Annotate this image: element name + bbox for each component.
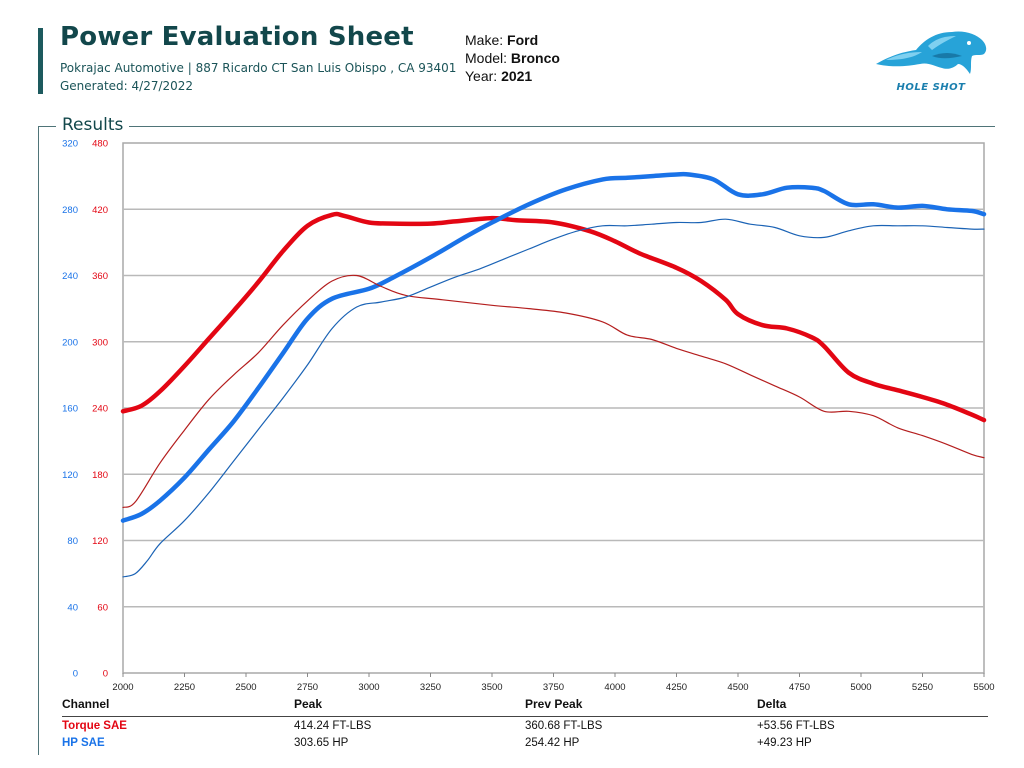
hp-axis-tick-label: 120	[62, 470, 78, 481]
torque-previous-line	[122, 274, 985, 508]
x-axis-tick-label: 4000	[604, 682, 625, 693]
vehicle-model-row: Model: Bronco	[465, 49, 560, 67]
vehicle-year-row: Year: 2021	[465, 67, 560, 85]
channel-hp: HP SAE	[62, 737, 105, 749]
torque-axis-tick-label: 120	[92, 536, 108, 547]
col-header-delta: Delta	[757, 697, 787, 711]
x-axis-tick-label: 2000	[112, 682, 133, 693]
generated-date: Generated: 4/27/2022	[60, 79, 194, 93]
x-axis-tick-label: 2250	[174, 682, 195, 693]
torque-prev-peak: 360.68 FT-LBS	[525, 720, 603, 732]
results-label: Results	[56, 115, 130, 135]
x-axis-tick-label: 5000	[850, 682, 871, 693]
results-frame	[38, 126, 995, 755]
x-axis-tick-label: 4750	[789, 682, 810, 693]
page-title: Power Evaluation Sheet	[60, 22, 414, 52]
hp-previous-line	[122, 218, 985, 578]
table-header-row: Channel Peak Prev Peak Delta	[62, 697, 988, 713]
hp-current-line	[120, 171, 987, 523]
logo-text: HOLE SHOT	[896, 82, 966, 93]
hp-axis-tick-label: 280	[62, 205, 78, 216]
shop-address: Pokrajac Automotive | 887 Ricardo CT San…	[60, 61, 457, 75]
x-axis-tick-label: 3750	[543, 682, 564, 693]
col-header-peak: Peak	[294, 697, 323, 711]
torque-peak: 414.24 FT-LBS	[294, 720, 372, 732]
torque-delta: +53.56 FT-LBS	[757, 720, 835, 732]
torque-axis-tick-label: 180	[92, 470, 108, 481]
horse-head-icon	[876, 31, 987, 74]
hp-prev-peak: 254.42 HP	[525, 737, 580, 749]
torque-current-line	[120, 211, 987, 423]
torque-axis-tick-label: 240	[92, 404, 108, 415]
model-label: Model:	[465, 50, 508, 66]
year-value: 2021	[501, 68, 533, 84]
x-axis-tick-label: 2500	[235, 682, 256, 693]
x-axis-tick-label: 5250	[912, 682, 933, 693]
model-value: Bronco	[510, 50, 560, 66]
x-axis-tick-label: 3000	[358, 682, 379, 693]
hp-delta: +49.23 HP	[757, 737, 812, 749]
make-value: Ford	[507, 32, 539, 48]
header-accent-bar	[38, 28, 43, 94]
hp-axis-tick-label: 0	[73, 669, 78, 680]
power-chart: 0 0 40 60 80 120 120 180 160 240 200 300 240 360 280 42…	[62, 139, 994, 694]
table-row: Torque SAE 414.24 FT-LBS 360.68 FT-LBS +…	[62, 720, 988, 736]
year-label: Year:	[465, 68, 498, 84]
torque-axis-tick-label: 480	[92, 139, 108, 150]
x-axis-tick-label: 4250	[666, 682, 687, 693]
make-label: Make:	[465, 32, 504, 48]
torque-axis-tick-label: 360	[92, 271, 108, 282]
x-axis-tick-label: 5500	[973, 682, 994, 693]
hp-axis-tick-label: 160	[62, 404, 78, 415]
channel-torque: Torque SAE	[62, 720, 127, 732]
hp-axis-tick-label: 200	[62, 337, 78, 348]
vehicle-info: Make: Ford Model: Bronco Year: 2021	[465, 31, 560, 85]
col-header-channel: Channel	[62, 697, 110, 711]
vehicle-make-row: Make: Ford	[465, 31, 560, 49]
torque-axis-tick-label: 60	[97, 602, 108, 613]
table-header-divider	[62, 716, 988, 717]
hp-peak: 303.65 HP	[294, 737, 349, 749]
torque-axis-tick-label: 0	[103, 669, 108, 680]
torque-axis-tick-label: 420	[92, 205, 108, 216]
table-row: HP SAE 303.65 HP 254.42 HP +49.23 HP	[62, 737, 988, 753]
x-axis-tick-label: 4500	[727, 682, 748, 693]
hp-axis-tick-label: 80	[67, 536, 78, 547]
hp-axis-tick-label: 240	[62, 271, 78, 282]
x-axis-tick-label: 3250	[420, 682, 441, 693]
hole-shot-logo: HOLE SHOT	[872, 26, 992, 98]
hp-axis-tick-label: 40	[67, 602, 78, 613]
torque-axis-tick-label: 300	[92, 337, 108, 348]
x-axis-tick-label: 3500	[481, 682, 502, 693]
hp-axis-tick-label: 320	[62, 139, 78, 150]
x-axis-tick-label: 2750	[297, 682, 318, 693]
col-header-prev-peak: Prev Peak	[525, 697, 583, 711]
